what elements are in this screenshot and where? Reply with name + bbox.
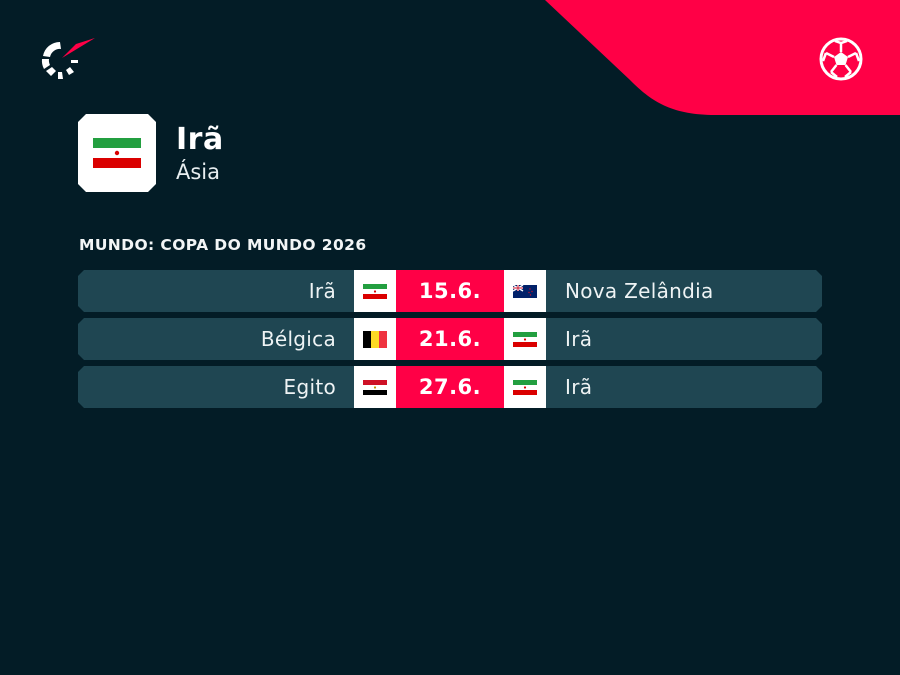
away-team: Irã: [546, 318, 822, 360]
team-region: Ásia: [176, 159, 221, 184]
team-header: Irã Ásia: [78, 114, 224, 192]
match-date: 15.6.: [396, 270, 504, 312]
competition-title: MUNDO: COPA DO MUNDO 2026: [79, 236, 367, 254]
egypt-flag-icon: [363, 379, 387, 395]
team-flag-box: [78, 114, 156, 192]
flashscore-logo-icon[interactable]: [34, 34, 98, 82]
home-team: Irã: [78, 270, 354, 312]
match-row[interactable]: Bélgica 21.6. Irã: [78, 318, 822, 360]
home-flag: [354, 366, 396, 408]
iran-flag-icon: [513, 331, 537, 347]
home-team: Egito: [78, 366, 354, 408]
team-name: Irã: [176, 121, 224, 157]
match-date: 21.6.: [396, 318, 504, 360]
belgium-flag-icon: [363, 330, 387, 348]
away-team: Irã: [546, 366, 822, 408]
away-flag: [504, 270, 546, 312]
iran-flag-icon: [93, 138, 141, 168]
match-date: 27.6.: [396, 366, 504, 408]
match-row[interactable]: Irã 15.6. Nova Zelândia: [78, 270, 822, 312]
away-flag: [504, 318, 546, 360]
match-row[interactable]: Egito 27.6. Irã: [78, 366, 822, 408]
iran-flag-icon: [513, 379, 537, 395]
iran-flag-icon: [363, 283, 387, 299]
soccer-ball-icon[interactable]: [819, 37, 863, 81]
home-flag: [354, 318, 396, 360]
away-flag: [504, 366, 546, 408]
away-team: Nova Zelândia: [546, 270, 822, 312]
new-zealand-flag-icon: [513, 284, 537, 298]
home-team: Bélgica: [78, 318, 354, 360]
match-list: Irã 15.6. Nova Zelândia: [78, 270, 822, 414]
home-flag: [354, 270, 396, 312]
header-accent-shape: [545, 0, 900, 115]
